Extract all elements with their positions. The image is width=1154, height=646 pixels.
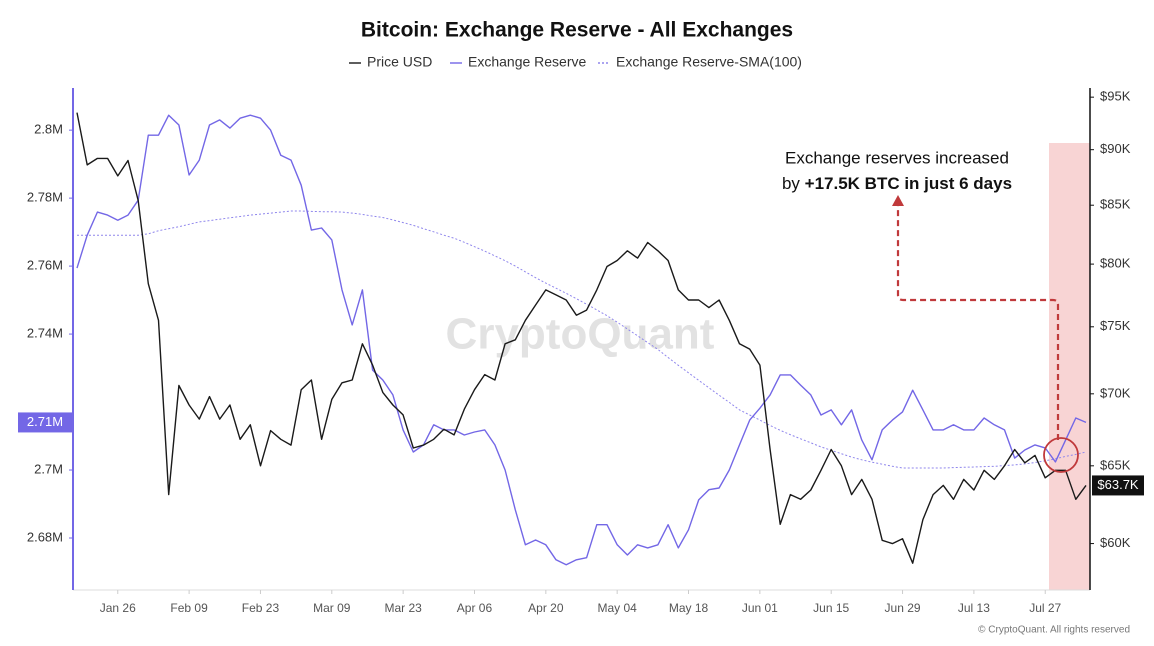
annotation-bold: +17.5K BTC in just 6 days — [805, 174, 1012, 193]
y2-tick-label: $75K — [1100, 318, 1131, 333]
y-tick-label: 2.76M — [27, 258, 63, 273]
series-line — [77, 210, 1087, 469]
annotation-line: Exchange reserves increased — [785, 148, 1009, 167]
highlight-circle — [1043, 437, 1079, 473]
x-tick-label: Feb 09 — [170, 601, 208, 615]
watermark: CryptoQuant — [446, 310, 715, 359]
y2-tick-label: $80K — [1100, 256, 1131, 271]
series-line — [76, 112, 1087, 564]
annotation-arrow — [896, 202, 1060, 440]
x-tick-label: Mar 09 — [313, 601, 351, 615]
last-value-box — [1092, 475, 1144, 496]
x-tick-label: Apr 20 — [528, 601, 564, 615]
series-line — [76, 114, 1087, 566]
last-value-box — [18, 412, 72, 433]
y2-tick-label: $85K — [1100, 197, 1131, 212]
last-value-label: 2.71M — [27, 414, 63, 429]
y-tick-label: 2.8M — [34, 122, 63, 137]
annotation-prefix: by — [782, 174, 800, 193]
y2-tick-label: $60K — [1100, 535, 1131, 550]
x-tick-label: Jun 29 — [885, 601, 921, 615]
y2-tick-label: $90K — [1100, 141, 1131, 156]
x-tick-label: Mar 23 — [384, 601, 422, 615]
legend-label: Price USD — [367, 54, 432, 70]
y2-tick-label: $65K — [1100, 457, 1131, 472]
chart-title: Bitcoin: Exchange Reserve - All Exchange… — [361, 19, 793, 42]
x-tick-label: Feb 23 — [242, 601, 280, 615]
x-tick-label: Jun 01 — [742, 601, 778, 615]
x-tick-label: Jan 26 — [100, 601, 136, 615]
y-tick-label: 2.7M — [34, 461, 63, 476]
last-value-label: $63.7K — [1097, 477, 1139, 492]
arrow-head — [892, 195, 904, 206]
x-tick-label: May 18 — [669, 601, 709, 615]
x-tick-label: Jul 13 — [958, 601, 990, 615]
x-tick-label: May 04 — [597, 601, 637, 615]
y2-tick-label: $70K — [1100, 385, 1131, 400]
annotation: Exchange reserves increased by +17.5K BT… — [782, 148, 1060, 440]
legend-label: Exchange Reserve — [468, 54, 587, 70]
x-tick-label: Jun 15 — [813, 601, 849, 615]
y-tick-label: 2.78M — [27, 190, 63, 205]
y-tick-label: 2.74M — [27, 326, 63, 341]
y2-tick-label: $95K — [1100, 89, 1131, 104]
y-tick-label: 2.68M — [27, 529, 63, 544]
x-tick-label: Jul 27 — [1029, 601, 1061, 615]
footer: © CryptoQuant. All rights reserved — [978, 625, 1130, 636]
highlight-region — [1049, 143, 1090, 590]
x-tick-label: Apr 06 — [457, 601, 493, 615]
annotation-line: by +17.5K BTC in just 6 days — [782, 174, 1012, 193]
legend-label: Exchange Reserve-SMA(100) — [616, 54, 802, 70]
